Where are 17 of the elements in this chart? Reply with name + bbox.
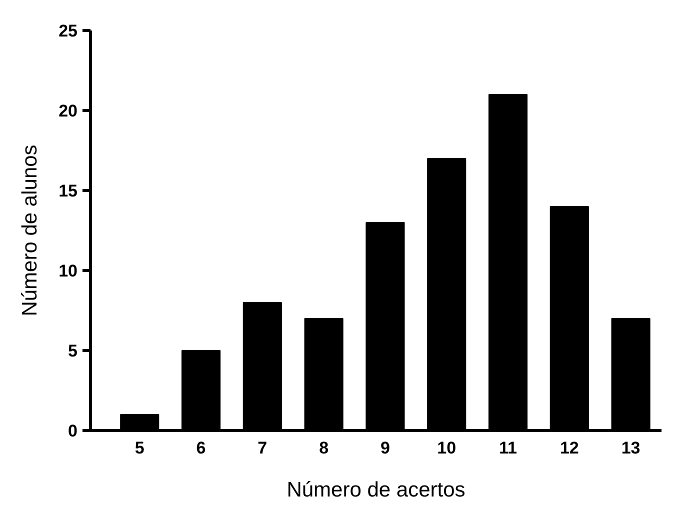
x-tick-label: 5 — [134, 438, 144, 458]
y-tick-label: 15 — [58, 182, 78, 200]
x-tick-label: 9 — [380, 438, 390, 458]
x-tick-label: 8 — [319, 438, 329, 458]
x-tick-label: 6 — [196, 438, 206, 458]
y-tick-label: 25 — [58, 22, 78, 40]
y-tick-label: 0 — [68, 422, 78, 440]
x-tick-label: 12 — [560, 438, 579, 458]
x-tick-label: 11 — [499, 438, 518, 458]
x-tick-label: 13 — [621, 438, 640, 458]
y-tick-label: 5 — [68, 342, 78, 360]
x-tick-label: 10 — [437, 438, 456, 458]
x-axis-title: Número de acertos — [286, 478, 466, 502]
x-tick-label: 7 — [258, 438, 268, 458]
y-axis-title: Número de alunos — [18, 144, 42, 316]
y-tick-label: 10 — [58, 262, 78, 280]
y-tick-label: 20 — [58, 102, 78, 120]
